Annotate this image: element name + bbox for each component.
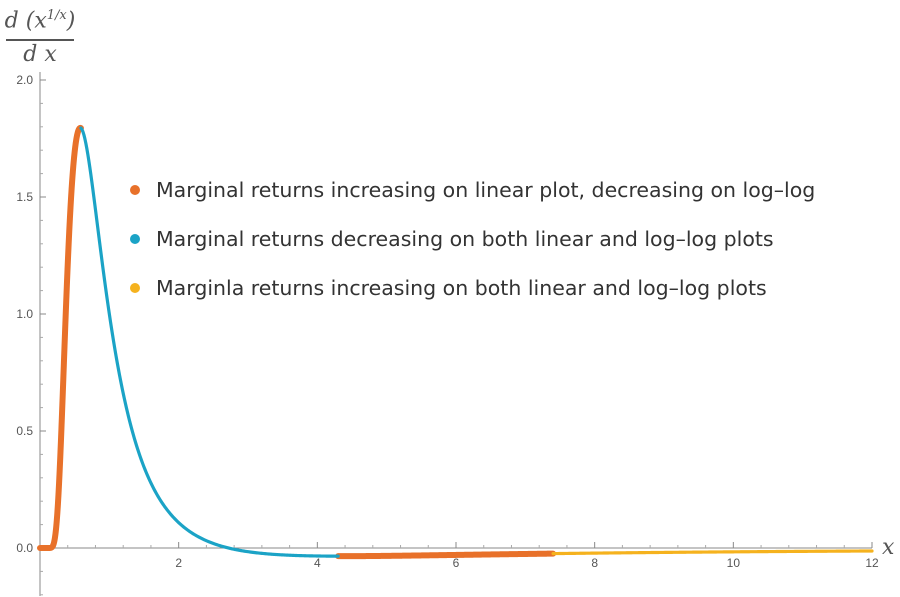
x-tick-label: 6	[453, 556, 460, 570]
y-tick-label: 0.5	[16, 424, 33, 438]
legend-item: Marginla returns increasing on both line…	[130, 263, 815, 312]
x-tick-label: 2	[175, 556, 182, 570]
y-tick-label: 0.0	[16, 541, 33, 555]
y-axis-label-numerator: d (x1/x)	[4, 8, 76, 34]
curves	[37, 124, 874, 560]
y-tick-label: 1.0	[16, 307, 33, 321]
legend-swatch	[130, 233, 140, 244]
x-tick-label: 4	[314, 556, 321, 570]
legend-label: Marginal returns decreasing on both line…	[156, 226, 774, 251]
axes: 2 4 6 8 10 12 0.0 0.5 1.0 1.5 2.0	[16, 72, 879, 596]
y-axis-label-fraction-bar	[6, 39, 74, 41]
y-tick-label: 2.0	[16, 73, 33, 87]
y-axis-label-denominator: d x	[23, 41, 57, 67]
legend-label: Marginla returns increasing on both line…	[156, 275, 767, 300]
series-line-3	[551, 549, 874, 556]
legend-swatch	[130, 184, 140, 195]
series-line-2	[79, 126, 340, 558]
legend-item: Marginal returns increasing on linear pl…	[130, 165, 815, 214]
legend-swatch	[130, 282, 140, 293]
x-tick-label: 8	[591, 556, 598, 570]
y-axis-label: d (x1/x) d x	[2, 2, 78, 69]
series-line-1	[335, 550, 557, 560]
x-tick-label: 12	[865, 556, 879, 570]
y-tick-label: 1.5	[16, 190, 33, 204]
legend: Marginal returns increasing on linear pl…	[130, 165, 815, 312]
legend-item: Marginal returns decreasing on both line…	[130, 214, 815, 263]
series-line-1	[37, 124, 84, 551]
legend-label: Marginal returns increasing on linear pl…	[156, 177, 816, 202]
x-tick-label: 10	[727, 556, 741, 570]
x-axis-label: x	[882, 535, 895, 560]
